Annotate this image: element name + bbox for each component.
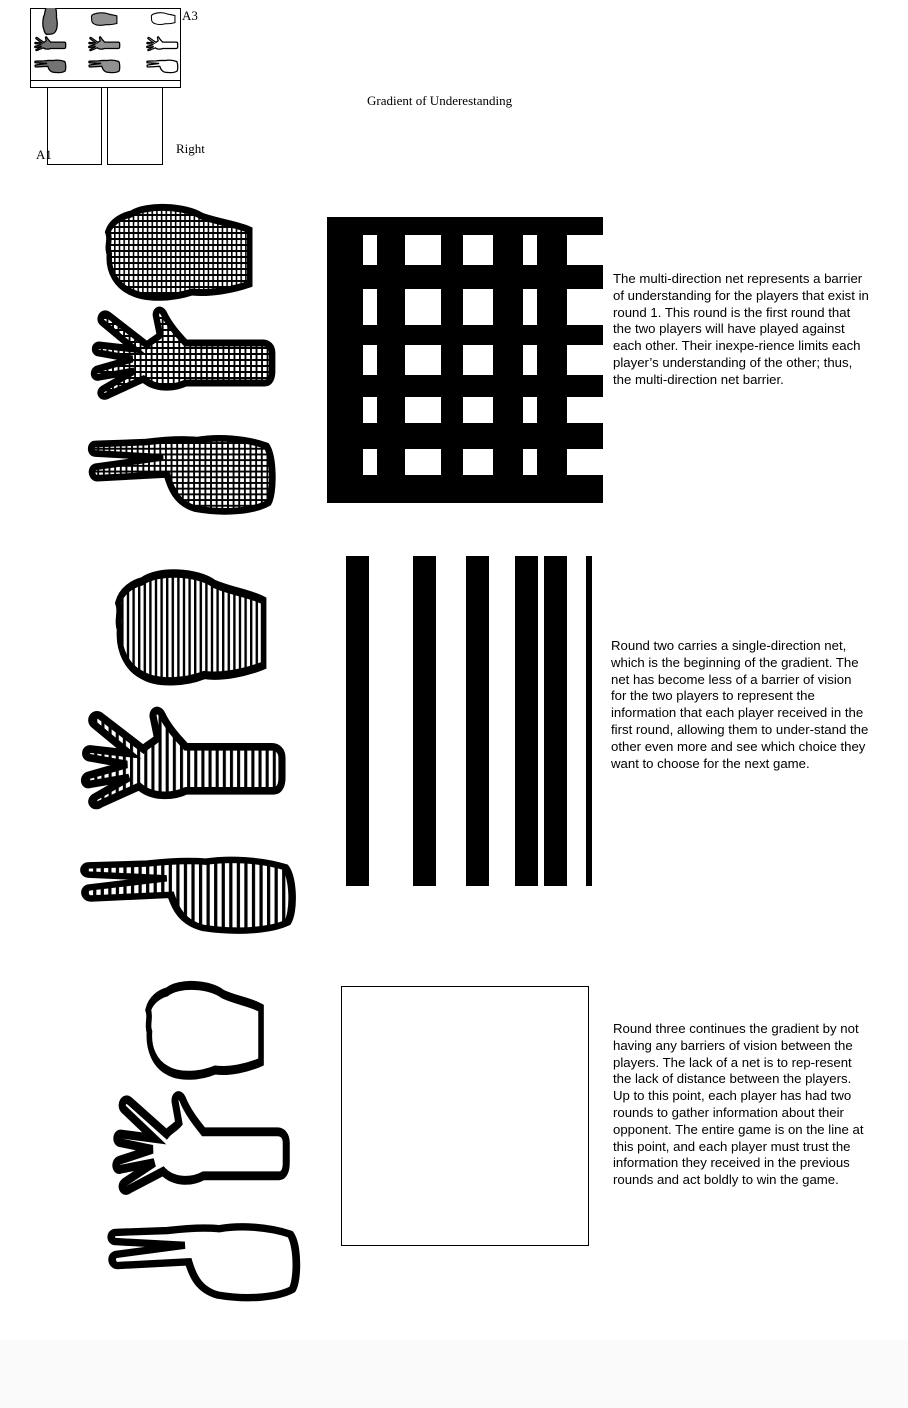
page-bottom-margin bbox=[0, 1340, 908, 1408]
diagram-label-right: Right bbox=[176, 141, 205, 156]
round-1-description: The multi-direction net represents a bar… bbox=[613, 271, 869, 387]
open-hand-outline-icon bbox=[116, 1096, 286, 1191]
round-1-hands bbox=[82, 200, 282, 530]
mini-fist-grid-icon bbox=[42, 8, 58, 36]
round-2-description: Round two carries a single-direction net… bbox=[611, 638, 869, 771]
round-2-hands bbox=[76, 565, 296, 955]
multi-direction-net bbox=[327, 217, 603, 503]
layout-diagram bbox=[30, 8, 182, 166]
open-hand-vertical-icon bbox=[84, 711, 281, 806]
open-hand-grid-icon bbox=[94, 310, 272, 396]
fist-grid-icon bbox=[108, 207, 250, 297]
diagram-label-a1: A1 bbox=[36, 147, 52, 162]
diagram-label-a3: A3 bbox=[182, 8, 198, 23]
mini-fist-vertical-icon bbox=[90, 12, 118, 26]
two-finger-hand-vertical-icon bbox=[84, 860, 292, 931]
page-title: Gradient of Underestanding bbox=[367, 93, 513, 108]
round-3-description: Round three continues the gradient by no… bbox=[613, 1021, 864, 1188]
mini-fist-outline-icon bbox=[150, 12, 176, 25]
fist-outline-icon bbox=[148, 985, 261, 1075]
two-finger-hand-outline-icon bbox=[111, 1227, 296, 1298]
no-net-frame bbox=[341, 986, 589, 1246]
single-direction-net bbox=[346, 556, 596, 886]
fist-vertical-icon bbox=[118, 574, 264, 682]
round-3-hands bbox=[102, 978, 302, 1310]
two-finger-hand-grid-icon bbox=[91, 438, 272, 511]
